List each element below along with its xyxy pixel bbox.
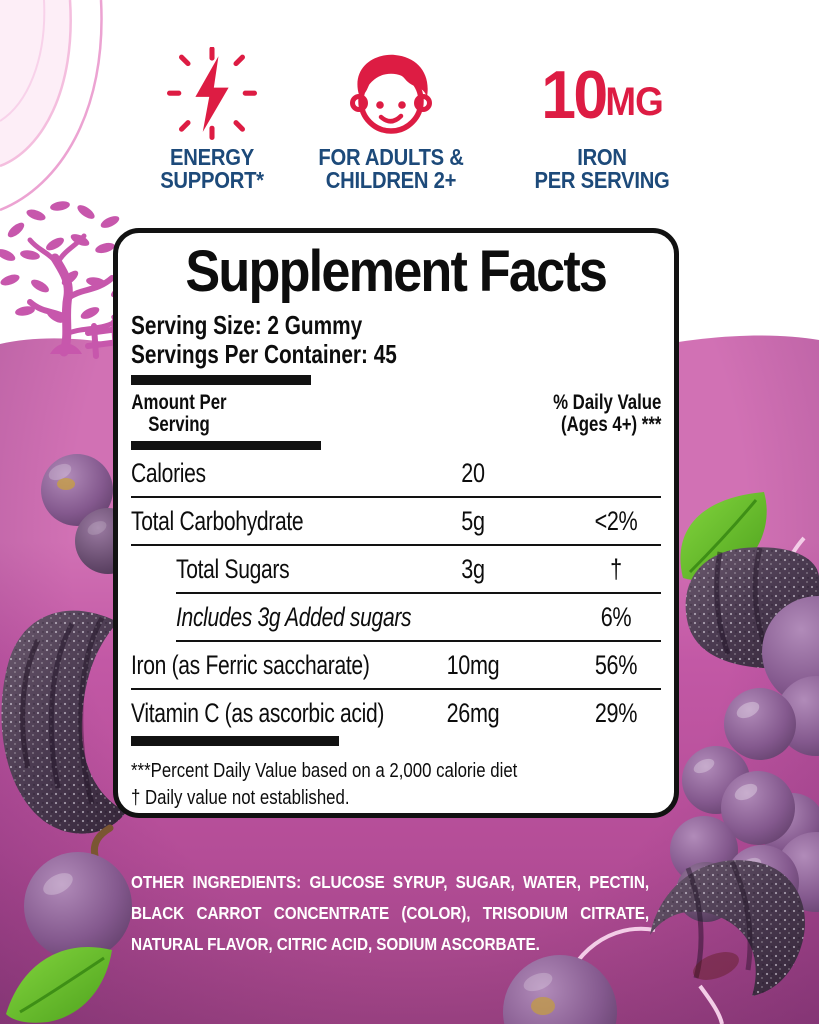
nutrient-row: Vitamin C (as ascorbic acid) 26mg 29% — [131, 690, 661, 736]
badge-label: IRON PER SERVING — [510, 146, 693, 192]
row-divider — [176, 640, 661, 642]
footnote-line: † Daily value not established. — [131, 787, 350, 809]
nutrient-amount: 26mg — [446, 697, 500, 728]
footnote-line: ***Percent Daily Value based on a 2,000 … — [131, 760, 518, 782]
dose-value: 10 — [541, 57, 608, 133]
badge-label-line1: FOR ADULTS & — [318, 144, 464, 170]
badge-energy-support: ENERGY SUPPORT* — [122, 44, 302, 192]
nutrient-amount: 3g — [461, 553, 485, 584]
panel-title: Supplement Facts — [185, 239, 609, 304]
badge-label: ENERGY SUPPORT* — [133, 146, 291, 192]
dose-amount: 10 MG — [541, 57, 663, 133]
badge-label-line1: IRON — [577, 144, 627, 170]
nutrient-table: Calories 20 Total Carbohydrate 5g <2% Total S… — [131, 450, 661, 736]
other-ingredients-text: GLUCOSE SYRUP, SUGAR, WATER, PECTIN, BLA… — [131, 871, 649, 954]
nutrient-row: Includes 3g Added sugars 6% — [131, 594, 661, 640]
lightning-icon — [166, 47, 257, 140]
other-ingredients-label: OTHER INGREDIENTS: — [131, 871, 302, 892]
child-face-icon — [350, 54, 432, 134]
daily-value-column-header: % Daily Value (Ages 4+) *** — [552, 391, 661, 436]
row-divider — [131, 688, 661, 690]
nutrient-name: Total Carbohydrate — [131, 505, 304, 536]
nutrient-name: Total Sugars — [176, 553, 290, 584]
row-divider — [131, 496, 661, 498]
row-divider — [176, 592, 661, 594]
supplement-facts-panel: Supplement Facts Serving Size: 2 Gummy S… — [113, 228, 679, 818]
nutrient-row: Iron (as Ferric saccharate) 10mg 56% — [131, 642, 661, 688]
leaf-bottom-left — [6, 946, 112, 1023]
badge-adults-children: FOR ADULTS & CHILDREN 2+ — [296, 44, 486, 192]
nutrient-name: Iron (as Ferric saccharate) — [131, 649, 370, 680]
nutrient-daily-value: 6% — [600, 601, 632, 632]
thick-rule — [131, 441, 321, 450]
nutrient-daily-value: 56% — [594, 649, 638, 680]
nutrient-name: Includes 3g Added sugars — [176, 601, 412, 632]
table-header: Amount Per Serving % Daily Value (Ages 4… — [131, 389, 661, 441]
nutrient-name: Vitamin C (as ascorbic acid) — [131, 697, 385, 728]
badge-label-line1: ENERGY — [170, 144, 254, 170]
serving-size: Serving Size: 2 Gummy — [131, 310, 363, 340]
badge-label-line2: SUPPORT* — [160, 167, 264, 193]
badge-label-line2: CHILDREN 2+ — [325, 167, 457, 193]
gummy-right — [685, 547, 819, 668]
ribbon-curves — [0, 0, 103, 212]
badge-iron-dose: 10 MG IRON PER SERVING — [498, 44, 706, 192]
other-ingredients: OTHER INGREDIENTS: GLUCOSE SYRUP, SUGAR,… — [131, 867, 649, 960]
nutrient-amount: 20 — [461, 457, 485, 488]
gummy-left — [1, 610, 127, 834]
dose-unit: MG — [605, 80, 663, 124]
thick-rule — [131, 736, 339, 746]
badge-label: FOR ADULTS & CHILDREN 2+ — [307, 146, 474, 192]
servings-per-container: Servings Per Container: 45 — [131, 339, 397, 369]
grape-bottom-middle — [503, 955, 617, 1024]
amount-column-header: Amount Per Serving — [131, 391, 227, 436]
nutrient-row: Total Carbohydrate 5g <2% — [131, 498, 661, 544]
nutrient-daily-value: 29% — [594, 697, 638, 728]
badge-label-line2: PER SERVING — [534, 167, 670, 193]
nutrient-daily-value: † — [610, 553, 622, 584]
nutrient-amount: 5g — [461, 505, 485, 536]
nutrient-row: Calories 20 — [131, 450, 661, 496]
footnotes: ***Percent Daily Value based on a 2,000 … — [131, 758, 661, 812]
gummy-bottom-right — [650, 860, 805, 996]
nutrient-row: Total Sugars 3g † — [131, 546, 661, 592]
thick-rule — [131, 375, 311, 385]
nutrient-daily-value: <2% — [594, 505, 638, 536]
nutrient-name: Calories — [131, 457, 206, 488]
nutrient-amount: 10mg — [446, 649, 500, 680]
row-divider — [131, 544, 661, 546]
grape-bottom-left — [24, 824, 132, 960]
